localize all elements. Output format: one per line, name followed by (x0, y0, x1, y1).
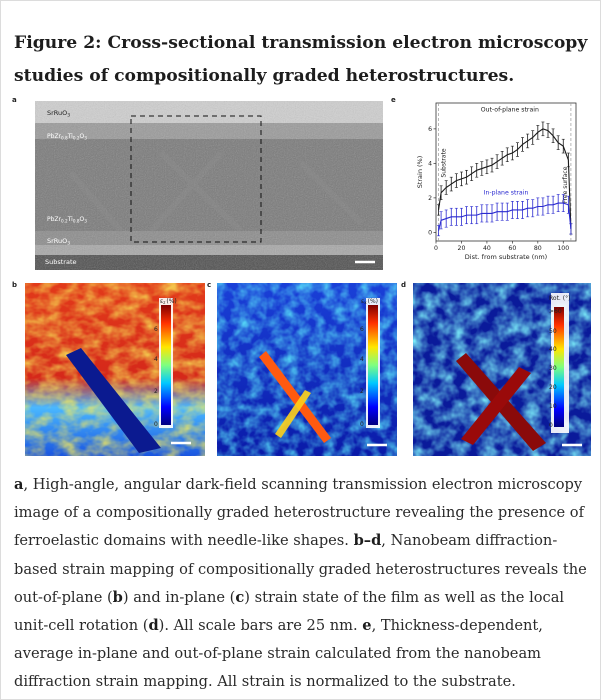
panel-a: a SrRuO3 PbZr0.8Ti0.2O3 PbZr0.2Ti0.8O3 S… (12, 96, 383, 270)
panel-e: e 0 20 40 60 80 100 0 2 4 6 Dist. from substrate (… (391, 96, 577, 261)
panel-c: c εx(%) 6 4 2 0 (207, 281, 397, 456)
domain-needle-c (259, 351, 331, 443)
strain-chart: 0 20 40 60 80 100 0 2 4 6 Dist. from substrate (nm… (416, 102, 577, 261)
series-label: Out-of-plane strain (481, 107, 539, 114)
svg-text:50: 50 (549, 328, 557, 335)
svg-text:εz(%): εz(%) (160, 298, 177, 305)
series-line-1 (438, 202, 572, 231)
svg-text:2: 2 (154, 388, 158, 395)
y-tick-label: 4 (428, 160, 432, 167)
x-tick-label: 60 (508, 245, 516, 252)
panel-e-letter: e (391, 96, 396, 104)
surface-annotation: Free surface (562, 166, 569, 203)
y-tick-label: 2 (428, 195, 432, 202)
substrate-annotation: Substrate (441, 148, 448, 177)
svg-text:PbZr0.8Ti0.2O3: PbZr0.8Ti0.2O3 (47, 133, 87, 141)
svg-text:Substrate: Substrate (45, 258, 77, 266)
colorbar-d (554, 307, 564, 427)
x-tick-label: 0 (434, 245, 438, 252)
svg-text:2: 2 (360, 388, 364, 395)
x-tick-label: 80 (534, 245, 542, 252)
roi-box (130, 115, 262, 243)
figure-title: Figure 2: Cross-sectional transmission e… (14, 33, 588, 86)
svg-text:SrRuO3: SrRuO3 (47, 109, 70, 119)
svg-text:10: 10 (549, 403, 557, 410)
svg-text:0: 0 (154, 421, 158, 428)
svg-text:6: 6 (360, 326, 364, 333)
figure-caption: a, High-angle, angular dark-field scanni… (14, 476, 587, 691)
svg-text:4: 4 (360, 356, 364, 363)
panel-b-letter: b (12, 281, 17, 289)
x-tick-label: 40 (483, 245, 491, 252)
panel-d-letter: d (401, 281, 406, 289)
colorbar-c (368, 305, 378, 425)
domain-needles (68, 150, 364, 234)
svg-text:SrRuO3: SrRuO3 (47, 237, 70, 247)
panel-b: b εz(%) 6 4 2 0 (12, 281, 205, 456)
x-tick-label: 100 (557, 245, 569, 252)
svg-text:0: 0 (549, 422, 553, 429)
svg-text:40: 40 (549, 346, 557, 353)
panel-c-letter: c (207, 281, 211, 289)
svg-text:20: 20 (549, 384, 557, 391)
svg-text:30: 30 (549, 365, 557, 372)
svg-text:PbZr0.2Ti0.8O3: PbZr0.2Ti0.8O3 (47, 216, 87, 224)
series-label: In-plane strain (484, 189, 529, 196)
svg-text:εx(%): εx(%) (361, 298, 378, 305)
y-axis-label: Strain (%) (416, 156, 424, 189)
colorbar-b (161, 305, 171, 425)
y-tick-label: 6 (428, 126, 432, 133)
domain-needle-b (66, 348, 161, 453)
svg-text:6: 6 (154, 326, 158, 333)
panel-d: d Rot. (°) >60 50 40 30 20 10 0 (401, 281, 591, 456)
svg-text:>60: >60 (549, 308, 562, 315)
svg-text:Rot. (°): Rot. (°) (549, 295, 570, 302)
plot-frame (435, 102, 577, 242)
panel-a-letter: a (12, 96, 17, 104)
x-axis-label: Dist. from substrate (nm) (465, 253, 547, 261)
figure-panels: a SrRuO3 PbZr0.8Ti0.2O3 PbZr0.2Ti0.8O3 S… (12, 96, 591, 456)
x-tick-label: 20 (458, 245, 466, 252)
series-line-0 (438, 128, 572, 229)
svg-text:0: 0 (360, 421, 364, 428)
y-tick-label: 0 (428, 229, 432, 236)
svg-text:4: 4 (154, 356, 158, 363)
